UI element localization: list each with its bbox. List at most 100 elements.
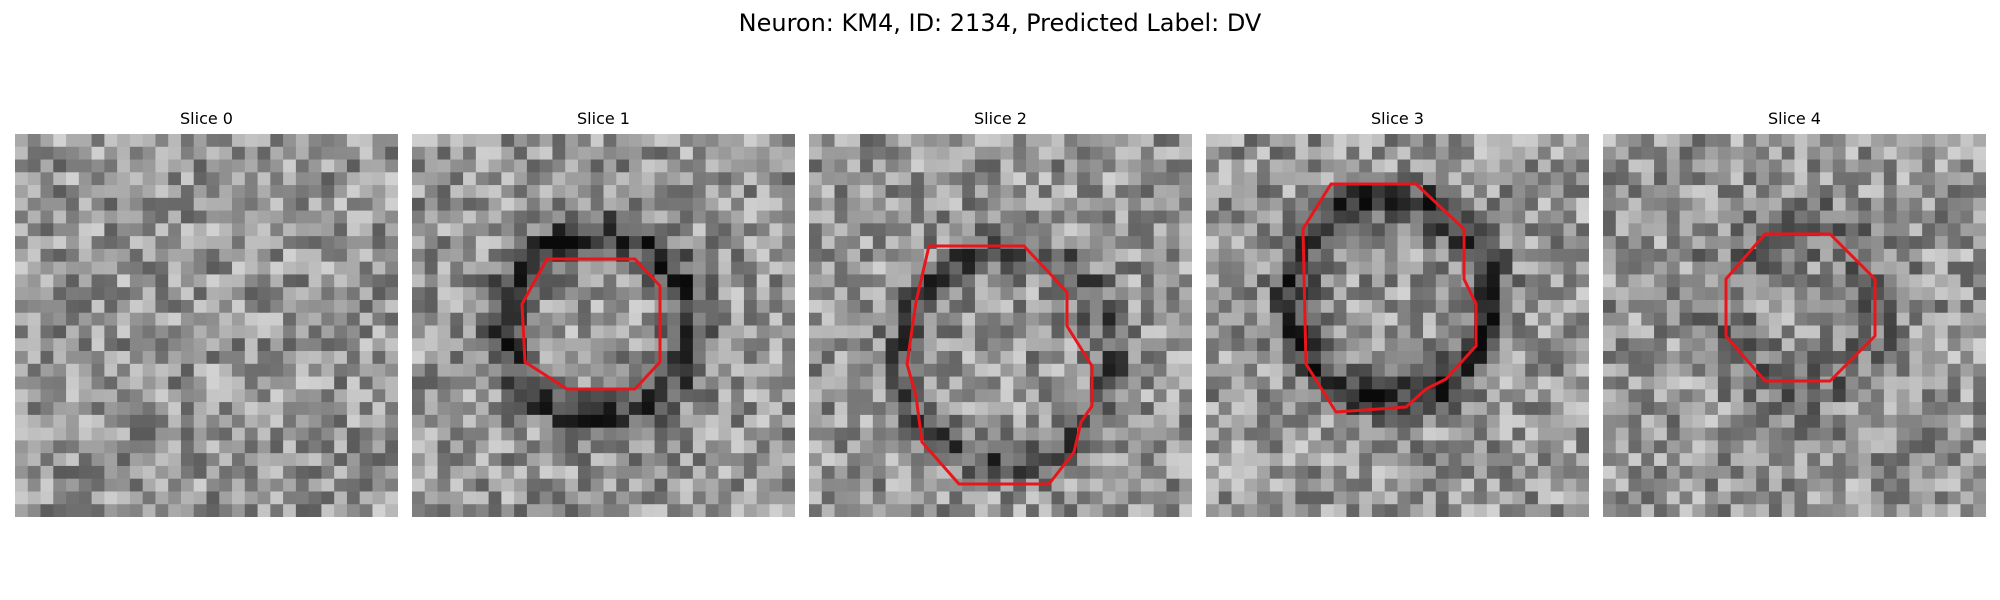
pixel xyxy=(1244,210,1258,224)
pixel xyxy=(1909,312,1923,327)
pixel xyxy=(1461,172,1475,186)
pixel xyxy=(1666,223,1681,237)
pixel xyxy=(680,146,694,161)
pixel xyxy=(295,338,310,352)
pixel xyxy=(565,236,579,250)
pixel xyxy=(1346,299,1360,314)
pixel xyxy=(308,223,322,237)
pixel xyxy=(936,248,951,263)
pixel xyxy=(78,312,93,327)
pixel xyxy=(1000,134,1014,148)
pixel xyxy=(1550,338,1565,352)
pixel xyxy=(1832,491,1847,505)
pixel xyxy=(104,210,118,224)
pixel xyxy=(1743,465,1757,480)
pixel xyxy=(1717,248,1732,263)
pixel xyxy=(590,478,605,493)
pixel xyxy=(1807,146,1821,161)
pixel xyxy=(488,172,502,186)
pixel xyxy=(1576,478,1589,493)
pixel xyxy=(1934,414,1949,429)
pixel xyxy=(1781,440,1796,454)
pixel xyxy=(847,465,861,480)
pixel xyxy=(987,325,1002,339)
pixel xyxy=(117,210,131,224)
pixel xyxy=(1550,414,1565,429)
pixel xyxy=(193,197,208,212)
pixel xyxy=(437,338,451,352)
pixel xyxy=(552,210,566,224)
pixel xyxy=(1026,197,1040,212)
pixel xyxy=(1448,504,1462,517)
pixel xyxy=(334,159,348,173)
pixel xyxy=(526,376,541,390)
pixel xyxy=(450,504,464,517)
pixel xyxy=(1909,376,1923,390)
pixel xyxy=(1858,223,1872,237)
pixel xyxy=(1820,261,1834,276)
pixel xyxy=(514,159,528,173)
pixel xyxy=(1692,325,1706,339)
pixel xyxy=(359,223,374,237)
pixel xyxy=(834,312,848,327)
pixel xyxy=(1435,197,1450,212)
pixel xyxy=(1692,465,1706,480)
pixel xyxy=(1000,338,1014,352)
pixel xyxy=(1820,312,1834,327)
pixel xyxy=(180,465,195,480)
pixel xyxy=(15,274,29,288)
pixel xyxy=(641,287,656,301)
pixel xyxy=(1257,389,1271,403)
pixel xyxy=(1730,210,1745,224)
pixel xyxy=(321,261,335,276)
pixel xyxy=(155,414,169,429)
pixel xyxy=(565,197,579,212)
pixel xyxy=(860,338,874,352)
pixel xyxy=(1282,504,1296,517)
pixel xyxy=(1179,402,1192,416)
pixel xyxy=(1435,223,1450,237)
pixel xyxy=(616,146,630,161)
pixel xyxy=(911,261,925,276)
pixel xyxy=(78,210,93,224)
pixel xyxy=(1820,491,1834,505)
pixel xyxy=(1499,287,1513,301)
pixel xyxy=(219,210,233,224)
pixel xyxy=(1397,185,1411,199)
pixel xyxy=(1832,134,1847,148)
pixel xyxy=(66,338,80,352)
pixel xyxy=(577,299,592,314)
pixel xyxy=(692,274,707,288)
pixel xyxy=(1922,261,1936,276)
pixel xyxy=(1064,402,1078,416)
pixel xyxy=(488,197,502,212)
pixel xyxy=(641,134,656,148)
pixel xyxy=(1768,478,1783,493)
pixel xyxy=(1461,134,1475,148)
pixel xyxy=(1166,325,1180,339)
pixel xyxy=(705,274,719,288)
pixel xyxy=(104,146,118,161)
pixel xyxy=(603,478,617,493)
pixel xyxy=(180,185,195,199)
pixel xyxy=(1231,325,1245,339)
pixel xyxy=(1858,325,1872,339)
pixel xyxy=(552,146,566,161)
pixel xyxy=(359,491,374,505)
pixel xyxy=(219,312,233,327)
pixel xyxy=(1705,210,1719,224)
pixel xyxy=(1679,287,1693,301)
pixel xyxy=(1934,312,1949,327)
pixel xyxy=(1768,427,1783,441)
pixel xyxy=(308,172,322,186)
pixel xyxy=(270,427,284,441)
pixel xyxy=(756,338,771,352)
pixel xyxy=(1333,312,1348,327)
pixel xyxy=(1871,453,1885,467)
pixel xyxy=(295,427,310,441)
pixel xyxy=(1947,248,1962,263)
pixel xyxy=(514,465,528,480)
pixel xyxy=(1371,248,1386,263)
pixel xyxy=(15,440,29,454)
pixel xyxy=(1461,440,1475,454)
